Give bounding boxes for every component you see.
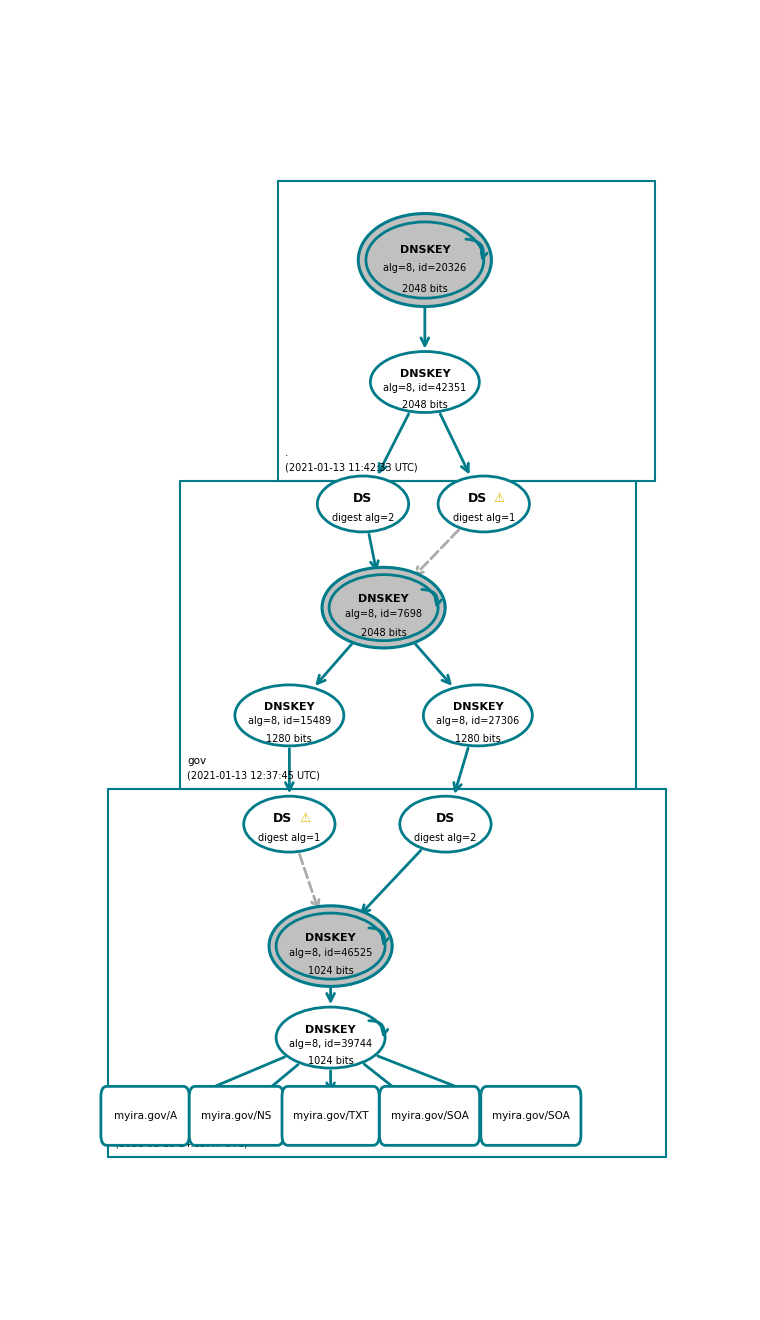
Text: alg=8, id=42351: alg=8, id=42351 [383, 383, 467, 393]
Text: DS: DS [274, 812, 293, 825]
Text: DS: DS [435, 812, 455, 825]
FancyBboxPatch shape [379, 1086, 480, 1146]
Text: digest alg=2: digest alg=2 [332, 513, 394, 523]
Text: ⚠: ⚠ [299, 812, 311, 825]
Text: (2021-01-13 11:42:33 UTC): (2021-01-13 11:42:33 UTC) [285, 462, 417, 473]
Text: myira.gov: myira.gov [115, 1125, 167, 1134]
Text: DNSKEY: DNSKEY [264, 702, 315, 713]
Ellipse shape [438, 477, 530, 532]
Text: alg=8, id=20326: alg=8, id=20326 [383, 263, 467, 273]
Ellipse shape [318, 477, 409, 532]
Text: DNSKEY: DNSKEY [358, 594, 409, 605]
Bar [277, 181, 654, 480]
Ellipse shape [366, 222, 483, 298]
Text: DNSKEY: DNSKEY [306, 932, 356, 942]
Text: .: . [285, 449, 288, 458]
FancyBboxPatch shape [101, 1086, 189, 1146]
FancyBboxPatch shape [189, 1086, 283, 1146]
Text: gov: gov [188, 756, 207, 766]
Text: DS: DS [467, 492, 487, 504]
Ellipse shape [370, 351, 480, 412]
Text: DNSKEY: DNSKEY [400, 370, 450, 379]
Text: 2048 bits: 2048 bits [402, 400, 448, 411]
Ellipse shape [358, 214, 492, 306]
Text: digest alg=1: digest alg=1 [453, 513, 515, 523]
Text: 1024 bits: 1024 bits [308, 1056, 353, 1065]
Ellipse shape [235, 685, 344, 746]
Text: ⚠: ⚠ [494, 492, 505, 504]
Text: (2021-01-13 14:15:47 UTC): (2021-01-13 14:15:47 UTC) [115, 1138, 248, 1148]
Text: 2048 bits: 2048 bits [361, 628, 407, 638]
Text: DS: DS [353, 492, 372, 504]
Text: (2021-01-13 12:37:45 UTC): (2021-01-13 12:37:45 UTC) [188, 771, 321, 780]
Text: DNSKEY: DNSKEY [400, 246, 450, 255]
Text: DNSKEY: DNSKEY [452, 702, 503, 713]
FancyBboxPatch shape [282, 1086, 379, 1146]
Text: myira.gov/SOA: myira.gov/SOA [492, 1111, 570, 1121]
Ellipse shape [423, 685, 532, 746]
Text: digest alg=1: digest alg=1 [258, 833, 321, 843]
Ellipse shape [276, 913, 385, 979]
Text: DNSKEY: DNSKEY [306, 1024, 356, 1035]
Ellipse shape [322, 568, 445, 648]
Ellipse shape [329, 574, 438, 640]
Text: 1280 bits: 1280 bits [455, 734, 501, 743]
Text: alg=8, id=27306: alg=8, id=27306 [436, 717, 520, 726]
Text: myira.gov/NS: myira.gov/NS [201, 1111, 271, 1121]
Text: alg=8, id=15489: alg=8, id=15489 [248, 717, 331, 726]
Bar [108, 788, 667, 1156]
Text: alg=8, id=39744: alg=8, id=39744 [289, 1039, 372, 1048]
Text: 2048 bits: 2048 bits [402, 284, 448, 294]
Ellipse shape [244, 796, 335, 853]
Ellipse shape [400, 796, 491, 853]
Bar [180, 480, 635, 788]
Text: myira.gov/A: myira.gov/A [113, 1111, 176, 1121]
Text: digest alg=2: digest alg=2 [414, 833, 477, 843]
Ellipse shape [276, 1007, 385, 1068]
Text: myira.gov/SOA: myira.gov/SOA [391, 1111, 468, 1121]
Text: alg=8, id=7698: alg=8, id=7698 [345, 610, 422, 619]
Text: 1024 bits: 1024 bits [308, 966, 353, 977]
Text: myira.gov/TXT: myira.gov/TXT [293, 1111, 369, 1121]
Ellipse shape [269, 906, 392, 986]
FancyBboxPatch shape [481, 1086, 581, 1146]
Text: 1280 bits: 1280 bits [267, 734, 312, 743]
Text: alg=8, id=46525: alg=8, id=46525 [289, 948, 372, 958]
